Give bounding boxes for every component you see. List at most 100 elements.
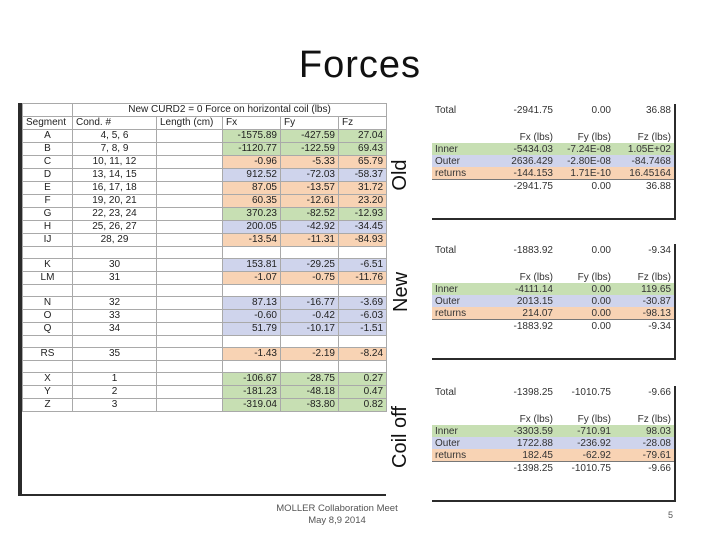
row-label: Outer	[432, 295, 492, 307]
summary-row: Outer 1722.88 -236.92 -28.08	[432, 437, 674, 449]
empty-cell	[337, 335, 388, 348]
empty-cell	[72, 360, 157, 373]
summary-row: Inner -5434.03 -7.24E-08 1.05E+02	[432, 143, 674, 155]
fy-cell: -427.59	[280, 129, 339, 143]
table-header-row: Segment Cond. # Length (cm) Fx Fy Fz	[22, 116, 388, 130]
table-caption: New CURD2 = 0 Force on horizontal coil (…	[71, 103, 388, 117]
column-header: Fx (lbs)	[519, 131, 553, 143]
table-row: IJ 28, 29 -13.54 -11.31 -84.93	[22, 233, 388, 247]
fz-cell: 31.72	[337, 181, 388, 195]
summary-row: Inner -3303.59 -710.91 98.03	[432, 425, 674, 437]
blank-row	[22, 246, 388, 259]
sum-value: -9.66	[614, 461, 674, 474]
sum-value: -1398.25	[492, 461, 556, 474]
footer-meeting: MOLLER Collaboration Meet	[276, 503, 398, 514]
fz-cell: -6.03	[337, 309, 388, 323]
fz-cell: -1.51	[337, 322, 388, 336]
fz-cell: -6.51	[337, 258, 388, 272]
fx-cell: 87.05	[222, 181, 281, 195]
fz-cell: 69.43	[337, 142, 388, 156]
column-header: Fx (lbs)	[519, 271, 553, 283]
segment-cell: E	[22, 181, 73, 195]
length-cell	[156, 233, 223, 247]
blank-row	[22, 335, 388, 348]
empty-cell	[72, 246, 157, 259]
table-caption-row: New CURD2 = 0 Force on horizontal coil (…	[22, 103, 388, 117]
fx-cell: -1.43	[222, 347, 281, 361]
fz-cell: 0.82	[337, 398, 388, 412]
total-row: Total -2941.75 0.00 36.88	[432, 104, 674, 117]
table-row: C 10, 11, 12 -0.96 -5.33 65.79	[22, 155, 388, 169]
segment-cell: C	[22, 155, 73, 169]
row-value: -4111.14	[492, 283, 556, 295]
table-row: X 1 -106.67 -28.75 0.27	[22, 372, 388, 386]
cond-cell: 10, 11, 12	[72, 155, 157, 169]
total-value: -1398.25	[513, 387, 553, 398]
row-value: 0.00	[556, 307, 614, 320]
table-row: G 22, 23, 24 370.23 -82.52 -12.93	[22, 207, 388, 221]
table-row: Y 2 -181.23 -48.18 0.47	[22, 385, 388, 399]
fz-cell: 0.47	[337, 385, 388, 399]
length-cell	[156, 129, 223, 143]
spacer-cell	[432, 117, 674, 131]
old-label: Old	[389, 159, 411, 191]
cond-cell: 25, 26, 27	[72, 220, 157, 234]
fy-cell: -72.03	[280, 168, 339, 182]
cond-cell: 16, 17, 18	[72, 181, 157, 195]
empty-cell	[222, 246, 281, 259]
fy-cell: -29.25	[280, 258, 339, 272]
empty-cell	[156, 284, 223, 297]
fx-cell: 60.35	[222, 194, 281, 208]
empty-cell	[22, 335, 73, 348]
fy-cell: -12.61	[280, 194, 339, 208]
sum-value: -2941.75	[492, 179, 556, 192]
sum-value: -1010.75	[556, 461, 614, 474]
summary-row: Outer 2636.429 -2.80E-08 -84.7468	[432, 155, 674, 167]
fx-cell: -0.96	[222, 155, 281, 169]
total-value: 36.88	[645, 105, 671, 116]
row-label: Inner	[432, 425, 492, 437]
fy-cell: -11.31	[280, 233, 339, 247]
segment-cell: B	[22, 142, 73, 156]
column-header: Fy	[280, 116, 339, 130]
row-value: 1.71E-10	[556, 167, 614, 180]
column-header: Fy (lbs)	[577, 131, 611, 143]
fy-cell: -42.92	[280, 220, 339, 234]
frame-edge	[432, 358, 676, 360]
fz-cell: -8.24	[337, 347, 388, 361]
fx-cell: -1120.77	[222, 142, 281, 156]
total-label: Total	[435, 387, 457, 398]
segment-cell: H	[22, 220, 73, 234]
row-value: 1722.88	[492, 437, 556, 449]
force-table: New CURD2 = 0 Force on horizontal coil (…	[22, 103, 388, 412]
fy-cell: -28.75	[280, 372, 339, 386]
total-value: -1883.92	[513, 245, 553, 256]
fy-cell: -5.33	[280, 155, 339, 169]
row-value: 182.45	[492, 449, 556, 462]
fx-cell: -1.07	[222, 271, 281, 285]
fz-cell: 23.20	[337, 194, 388, 208]
length-cell	[156, 398, 223, 412]
spacer-cell	[432, 257, 674, 271]
empty-cell	[337, 284, 388, 297]
length-cell	[156, 347, 223, 361]
segment-cell: O	[22, 309, 73, 323]
cond-cell: 33	[72, 309, 157, 323]
row-value: 16.45164	[614, 167, 674, 180]
empty-cell	[222, 360, 281, 373]
length-cell	[156, 181, 223, 195]
empty-cell	[72, 284, 157, 297]
summary-table: Total -1883.92 0.00 -9.34 Fx (lbs) Fy (lbs) Fz…	[432, 244, 674, 332]
row-label: Outer	[432, 155, 492, 167]
summary-table: Total -2941.75 0.00 36.88 Fx (lbs) Fy (lbs) Fz…	[432, 104, 674, 192]
table-row: E 16, 17, 18 87.05 -13.57 31.72	[22, 181, 388, 195]
fy-cell: -10.17	[280, 322, 339, 336]
row-value: 98.03	[614, 425, 674, 437]
summary-row: returns -144.153 1.71E-10 16.45164	[432, 167, 674, 180]
column-header-row: Fx (lbs) Fy (lbs) Fz (lbs)	[432, 413, 674, 425]
length-cell	[156, 207, 223, 221]
table-row: D 13, 14, 15 912.52 -72.03 -58.37	[22, 168, 388, 182]
cond-cell: 32	[72, 296, 157, 310]
row-value: -62.92	[556, 449, 614, 462]
frame-edge	[432, 500, 676, 502]
